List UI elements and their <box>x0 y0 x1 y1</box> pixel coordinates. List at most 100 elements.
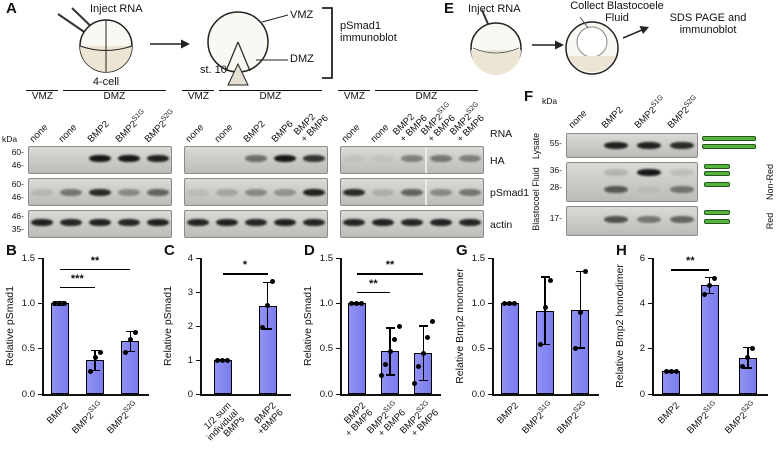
protein-band <box>216 189 239 196</box>
data-point <box>87 368 93 374</box>
protein-band <box>302 155 325 162</box>
protein-band <box>245 155 267 162</box>
data-point <box>359 300 365 306</box>
data-point <box>707 282 712 288</box>
protein-band <box>60 189 83 196</box>
data-bar <box>50 303 69 394</box>
significance-label: ** <box>369 277 378 290</box>
bmp2-construct-icon <box>704 182 730 187</box>
data-point <box>392 337 397 343</box>
y-tick <box>335 257 340 259</box>
error-bar-cap <box>705 276 714 279</box>
y-tick-label: 4 <box>639 297 645 309</box>
protein-band <box>372 219 395 226</box>
y-axis-title: Relative Bmp2 homodimer <box>614 264 626 388</box>
y-tick-label: 0.0 <box>471 388 485 400</box>
error-bar-cap <box>90 369 100 372</box>
lane-label: none <box>339 121 363 145</box>
x-tick-label: BMP2S1G <box>520 399 553 437</box>
protein-band <box>343 155 366 162</box>
y-tick-label: 0 <box>187 388 193 400</box>
y-tick-label: 3 <box>187 286 193 298</box>
protein-band <box>343 189 366 196</box>
panel-g-chart: G Relative Bmp2 monomer 0.0 0.5 1.0 1.5 BMP2 BM… <box>452 242 608 461</box>
data-point <box>745 355 751 361</box>
panel-e-label: E <box>444 0 455 17</box>
y-tick <box>487 257 492 259</box>
inject-rna-label-e: Inject RNA <box>468 3 521 15</box>
molecular-weight-marker: 28- <box>549 182 562 192</box>
y-axis <box>42 258 44 395</box>
error-bar-cap <box>743 367 753 369</box>
y-tick <box>487 302 492 305</box>
x-tick-label: BMP2S1G <box>684 399 717 437</box>
data-bar <box>662 371 681 394</box>
panel-b-label: B <box>6 242 17 259</box>
data-point <box>387 348 393 354</box>
y-tick <box>37 393 42 395</box>
molecular-weight-marker: 17- <box>549 213 562 223</box>
bmp2-construct-icon <box>702 144 756 149</box>
blot-row-label: actin <box>490 219 513 231</box>
protein-band <box>302 189 325 196</box>
four-cell-label: 4-cell <box>92 76 120 88</box>
data-point <box>425 335 431 341</box>
dmz-header: DMZ <box>218 90 322 102</box>
data-point <box>62 300 68 306</box>
panel-f-blots: kDa none BMP2 BMP2S1G BMP2S2G 55- 36- 28- 17- Lys… <box>524 86 777 246</box>
protein-band <box>458 189 481 196</box>
y-tick <box>335 393 340 395</box>
error-bar-cap <box>540 343 550 345</box>
data-point <box>420 350 426 356</box>
blot-row-label: HA <box>490 155 505 167</box>
protein-band <box>343 219 366 226</box>
data-point <box>542 305 548 311</box>
significance-label: ** <box>686 255 695 268</box>
lane-label: none <box>183 121 207 145</box>
panel-b-chart: B Relative pSmad1 0.0 0.5 1.0 1.5 *** ** BMP2 BMP… <box>2 242 158 461</box>
x-axis <box>340 394 441 396</box>
y-tick-label: 0 <box>639 388 645 400</box>
protein-band <box>429 219 452 226</box>
lysate-label: Lysate <box>531 132 541 159</box>
error-bar-cap <box>418 379 428 382</box>
data-point <box>668 368 674 374</box>
y-tick-label: 1.5 <box>319 252 333 264</box>
protein-band <box>603 186 628 193</box>
protein-band <box>669 142 694 149</box>
x-tick-label: BMP2S2G + BMP6 <box>398 399 442 439</box>
x-axis <box>492 394 599 396</box>
data-point <box>512 300 518 306</box>
immunoblot-strip <box>184 178 328 206</box>
data-point <box>411 380 417 386</box>
sds-page-label: SDS PAGE and immunoblot <box>669 12 747 36</box>
error-bar <box>579 271 582 348</box>
data-point <box>349 300 355 306</box>
data-point <box>740 364 746 370</box>
y-tick-label: 2 <box>639 343 645 355</box>
data-bar <box>213 360 232 394</box>
significance-line <box>59 287 95 289</box>
x-tick-label: BMP2 +BMP6 <box>252 400 286 438</box>
data-point <box>215 357 220 363</box>
protein-band <box>636 169 661 176</box>
protein-band <box>636 186 661 193</box>
x-axis <box>652 394 768 396</box>
significance-line <box>59 268 131 271</box>
molecular-weight-marker: 46- <box>11 211 24 221</box>
x-tick-label: BMP2S2G <box>722 399 756 437</box>
protein-band <box>146 219 169 226</box>
x-tick-label: BMP2S1G + BMP6 <box>365 399 408 439</box>
error-bar-cap <box>263 328 272 330</box>
panel-h-chart: H Relative Bmp2 homodimer 0 2 4 6 ** BMP2 BMP2S1… <box>612 242 777 461</box>
x-tick-label: BMP2 <box>44 400 71 427</box>
significance-label: ** <box>90 254 100 267</box>
y-tick <box>195 291 200 293</box>
data-point <box>429 318 435 324</box>
significance-line <box>356 291 390 293</box>
data-point <box>378 373 384 379</box>
lane-label: none <box>27 121 51 145</box>
error-bar-cap <box>125 350 135 353</box>
data-point <box>52 300 58 306</box>
y-axis <box>200 258 202 395</box>
